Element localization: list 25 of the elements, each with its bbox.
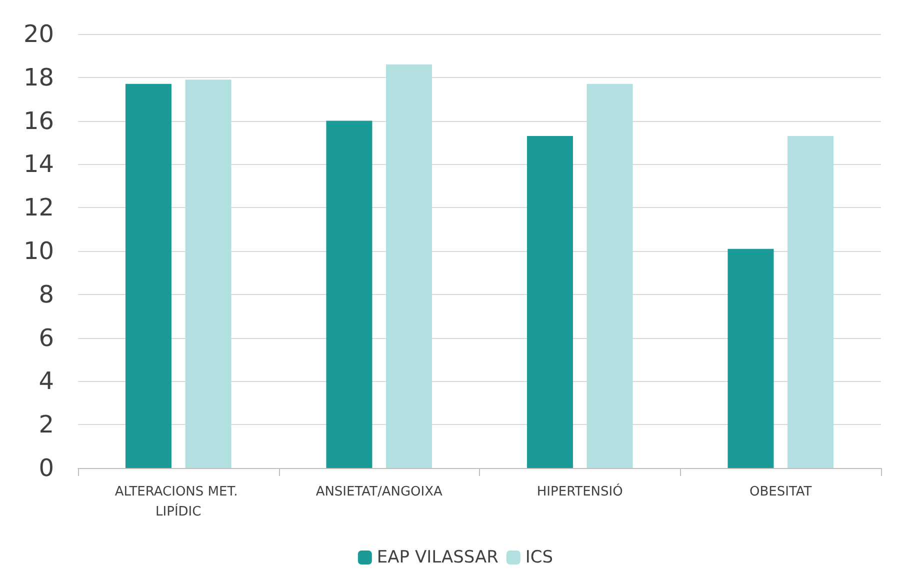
bar (326, 120, 372, 468)
bar (586, 84, 633, 468)
y-tick-label: 2 (38, 410, 54, 439)
legend-label: EAP VILASSAR (376, 548, 499, 568)
bar (386, 64, 432, 468)
x-tick-label: OBESITAT (750, 484, 812, 500)
y-tick-label: 4 (38, 367, 54, 396)
y-tick-label: 0 (38, 454, 54, 482)
y-tick-label: 6 (38, 324, 54, 352)
bar (728, 248, 774, 468)
y-tick-label: 16 (23, 106, 54, 135)
x-tick-label: HIPERTENSIÓ (536, 482, 623, 500)
x-tick-label: ALTERACIONS MET. LIPÍDIC (114, 484, 242, 520)
y-tick-label: 18 (23, 63, 54, 92)
y-tick-label: 20 (23, 20, 54, 48)
legend-label: ICS (525, 548, 554, 568)
bar (185, 80, 232, 468)
y-tick-label: 8 (38, 280, 54, 308)
x-tick-label: ANSIETAT/ANGOIXA (316, 484, 443, 500)
bar (526, 136, 573, 468)
y-tick-label: 10 (23, 237, 54, 265)
y-tick-label: 12 (23, 194, 54, 222)
bar (788, 136, 834, 468)
bar (125, 84, 172, 468)
y-tick-label: 14 (23, 150, 54, 178)
